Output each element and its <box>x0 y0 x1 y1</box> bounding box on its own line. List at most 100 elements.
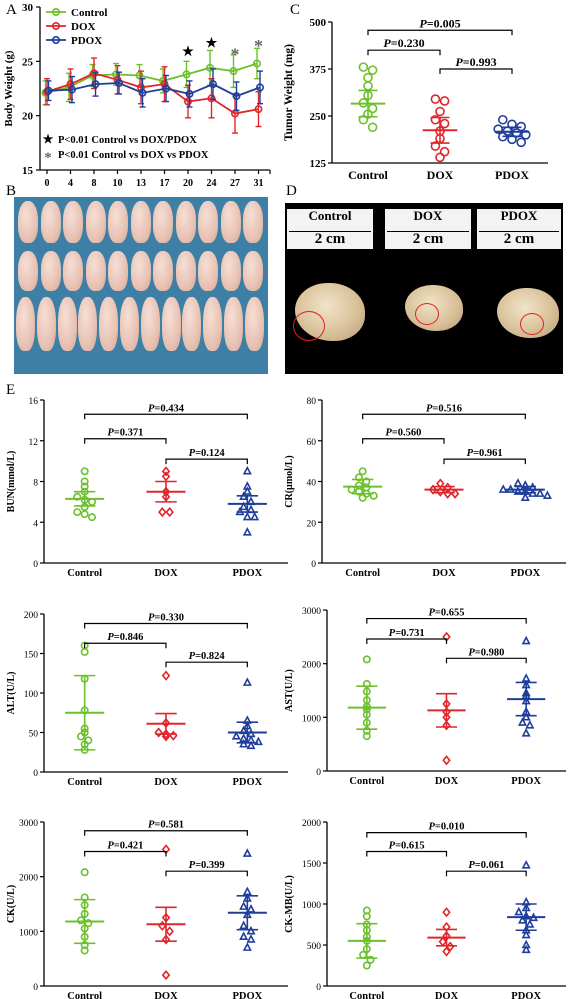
ckmb-y-tick-label: 1000 <box>302 901 321 911</box>
c-point-dox <box>439 146 450 157</box>
mouse-row3 <box>140 297 160 351</box>
a-point-dox <box>160 80 169 89</box>
mouse-row3 <box>16 297 35 351</box>
ckmb-y-tick-label: 500 <box>307 942 322 952</box>
ck-point-pdox <box>246 934 256 943</box>
mouse-row3 <box>224 297 243 351</box>
bun-point-control <box>80 482 89 491</box>
bun-point-pdox <box>239 501 249 511</box>
ckmb-comparison-p: P=0.010 <box>428 822 464 833</box>
a-point-pdox <box>232 92 241 101</box>
ckmb-category-label: PDOX <box>511 991 541 999</box>
a-annotation-text: P<0.01 Control vs DOX/PDOX <box>58 135 197 146</box>
bun-comparison-bracket <box>84 438 167 444</box>
bun-comparison-bracket <box>165 458 248 465</box>
ckmb-category-label: DOX <box>435 991 459 999</box>
ast-comparison-bracket <box>445 657 527 664</box>
mouse-row2 <box>85 251 106 291</box>
ck-comparison-bracket <box>165 870 248 877</box>
ast-y-tick-label: 2000 <box>302 661 321 671</box>
a-point-control <box>229 67 238 76</box>
bun-point-control <box>80 467 89 476</box>
ast-y-tick-label: 1000 <box>302 714 321 724</box>
ckmb-category-label: Control <box>349 991 384 999</box>
bun-point-dox <box>161 466 171 477</box>
ck-point-dox <box>161 934 171 945</box>
alt-point-pdox <box>239 738 249 748</box>
a-annotation-symbol: ★ <box>43 132 54 146</box>
c-category-label: PDOX <box>495 168 529 182</box>
c-point-dox <box>430 94 441 104</box>
ck-point-dox <box>161 969 171 981</box>
c-point-control <box>358 114 369 125</box>
a-point-pdox <box>185 89 194 98</box>
bun-point-control <box>73 492 82 501</box>
mouse-row2 <box>18 251 38 291</box>
ck-point-pdox <box>239 920 249 930</box>
c-point-control <box>367 122 378 133</box>
bun-point-control <box>88 513 97 522</box>
mouse-row3 <box>182 297 202 351</box>
ast-point-pdox <box>521 635 531 645</box>
alt-point-dox <box>161 728 171 740</box>
c-point-dox <box>439 118 450 129</box>
cr-comparison-p: P=0.961 <box>467 448 503 459</box>
ckmb-point-pdox <box>521 944 531 954</box>
ckmb-point-control <box>362 961 371 970</box>
c-point-dox <box>439 96 450 106</box>
panel-letter-C: C <box>290 2 300 18</box>
bun-y-tick-label: 4 <box>33 519 38 529</box>
alt-point-control <box>76 732 85 741</box>
ckmb-y-tick-label: 1500 <box>302 860 321 870</box>
mouse-row1 <box>40 201 61 243</box>
a-y-axis-label: Body Weight (g) <box>3 50 15 127</box>
cr-comparison-p: P=0.560 <box>385 428 421 439</box>
c-point-dox <box>435 152 445 163</box>
legend-label-dox: DOX <box>71 21 96 33</box>
mouse-row1 <box>18 201 38 243</box>
ck-comparison-bracket <box>84 850 167 857</box>
cr-y-tick-label: 80 <box>307 397 317 407</box>
a-point-dox <box>254 105 263 114</box>
ck-point-pdox <box>239 931 249 941</box>
a-x-tick-label: 31 <box>254 178 264 189</box>
alt-category-label: Control <box>67 777 102 788</box>
alt-point-dox <box>154 727 163 738</box>
ckmb-y-tick-label: 0 <box>316 983 321 993</box>
ckmb-comparison-bracket <box>445 870 527 877</box>
ckmb-point-control <box>359 950 368 959</box>
mouse-row3 <box>57 297 77 351</box>
bun-point-dox <box>165 506 174 518</box>
a-x-tick-label: 10 <box>113 178 123 189</box>
ck-point-control <box>76 916 85 925</box>
alt-comparison-bracket <box>165 661 248 668</box>
c-point-pdox <box>493 124 504 134</box>
ck-comparison-p: P=0.421 <box>107 841 143 852</box>
alt-comparison-p: P=0.330 <box>148 612 184 623</box>
ck-point-pdox <box>242 848 252 857</box>
ckmb-point-pdox <box>525 919 535 928</box>
scale-label-control-name: Control <box>308 208 352 223</box>
bun-category-label: Control <box>67 568 102 579</box>
ckmb-y-tick-label: 2000 <box>302 819 321 829</box>
ck-point-pdox <box>246 904 256 913</box>
alt-point-dox <box>161 731 171 742</box>
alt-category-label: PDOX <box>232 777 262 788</box>
ck-point-pdox <box>242 942 252 951</box>
ck-point-dox <box>158 920 167 931</box>
a-x-tick-label: 27 <box>230 178 240 189</box>
ckmb-comparison-bracket <box>366 832 527 838</box>
mouse-row3 <box>203 297 223 351</box>
alt-point-dox <box>161 670 171 681</box>
a-point-pdox <box>68 85 77 94</box>
bun-point-pdox <box>242 465 252 475</box>
mouse-row3 <box>244 297 264 351</box>
ast-point-pdox <box>521 711 531 721</box>
bun-point-pdox <box>242 511 252 521</box>
c-point-dox <box>435 106 445 117</box>
a-point-dox <box>90 69 99 78</box>
ck-y-tick-label: 1000 <box>19 928 38 938</box>
bun-point-pdox <box>250 511 260 521</box>
a-annotation-symbol: * <box>44 150 52 166</box>
mouse-row1 <box>220 201 241 243</box>
